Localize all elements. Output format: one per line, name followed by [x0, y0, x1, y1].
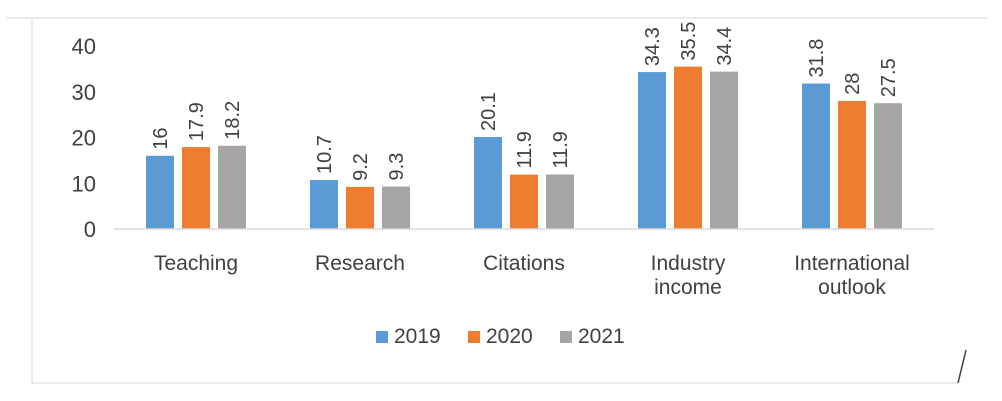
category-labels: Teaching Research Citations Industry incomeI… — [154, 252, 910, 299]
corner-slash — [957, 349, 967, 384]
bar-2019-research — [310, 180, 338, 229]
category-label: Teaching — [154, 252, 238, 275]
category-label-line: Teaching — [154, 252, 238, 275]
bar-2021-research — [382, 186, 410, 229]
data-label: 18.2 — [222, 101, 244, 140]
category-label: Research — [315, 252, 405, 275]
data-label: 34.3 — [642, 27, 664, 66]
legend-label-2019: 2019 — [394, 325, 441, 348]
y-tick-label: 20 — [72, 126, 96, 151]
bar-2019-international-outlook — [802, 83, 830, 229]
category-label-line: International — [794, 252, 910, 275]
data-label: 9.2 — [350, 153, 372, 181]
legend-swatch-2019 — [376, 331, 388, 343]
y-tick-label: 0 — [84, 217, 96, 242]
bar-2021-international-outlook — [874, 103, 902, 229]
bar-2020-citations — [510, 174, 538, 229]
category-label: Industry income — [651, 252, 726, 299]
data-label: 35.5 — [678, 22, 700, 61]
data-label: 10.7 — [314, 135, 336, 174]
bar-2021-teaching — [218, 145, 246, 229]
category-label-line: outlook — [818, 276, 886, 299]
data-label: 27.5 — [878, 58, 900, 97]
category-label-line: Research — [315, 252, 405, 275]
y-tick-label: 40 — [72, 34, 96, 59]
data-labels-group: 16 17.9 18.2 10.7 9.2 9.3 20.1 11.9 11.9 34.3 35.5… — [150, 22, 900, 181]
data-label: 11.9 — [550, 131, 572, 168]
data-label: 16 — [150, 128, 172, 150]
y-tick-label: 10 — [72, 171, 96, 196]
category-label-line: income — [654, 276, 722, 299]
data-label: 17.9 — [186, 102, 208, 141]
legend: 2019 2020 2021 — [376, 325, 625, 348]
category-label-line: Industry — [651, 252, 726, 275]
data-label: 28 — [842, 73, 864, 95]
bar-2021-citations — [546, 174, 574, 229]
y-tick-label: 30 — [72, 80, 96, 105]
category-label: Citations — [483, 252, 565, 275]
legend-swatch-2020 — [468, 331, 480, 343]
bar-2020-research — [346, 186, 374, 229]
bar-2019-citations — [474, 137, 502, 229]
bar-2019-teaching — [146, 155, 174, 229]
category-label: International outlook — [794, 252, 910, 299]
data-label: 9.3 — [386, 153, 408, 181]
bar-2020-international-outlook — [838, 100, 866, 230]
data-label: 20.1 — [478, 92, 500, 131]
data-label: 34.4 — [714, 27, 736, 66]
bar-2019-industry-income — [638, 72, 666, 229]
bar-2020-industry-income — [674, 66, 702, 230]
legend-label-2020: 2020 — [486, 325, 533, 348]
data-label: 11.9 — [514, 131, 536, 168]
bars-group — [146, 66, 902, 230]
y-axis-ticks: 0 10 20 30 40 — [72, 34, 96, 242]
legend-label-2021: 2021 — [578, 325, 625, 348]
legend-swatch-2021 — [560, 331, 572, 343]
bar-2021-industry-income — [710, 71, 738, 230]
data-label: 31.8 — [806, 39, 828, 78]
bar-2020-teaching — [182, 147, 210, 229]
category-label-line: Citations — [483, 252, 565, 275]
